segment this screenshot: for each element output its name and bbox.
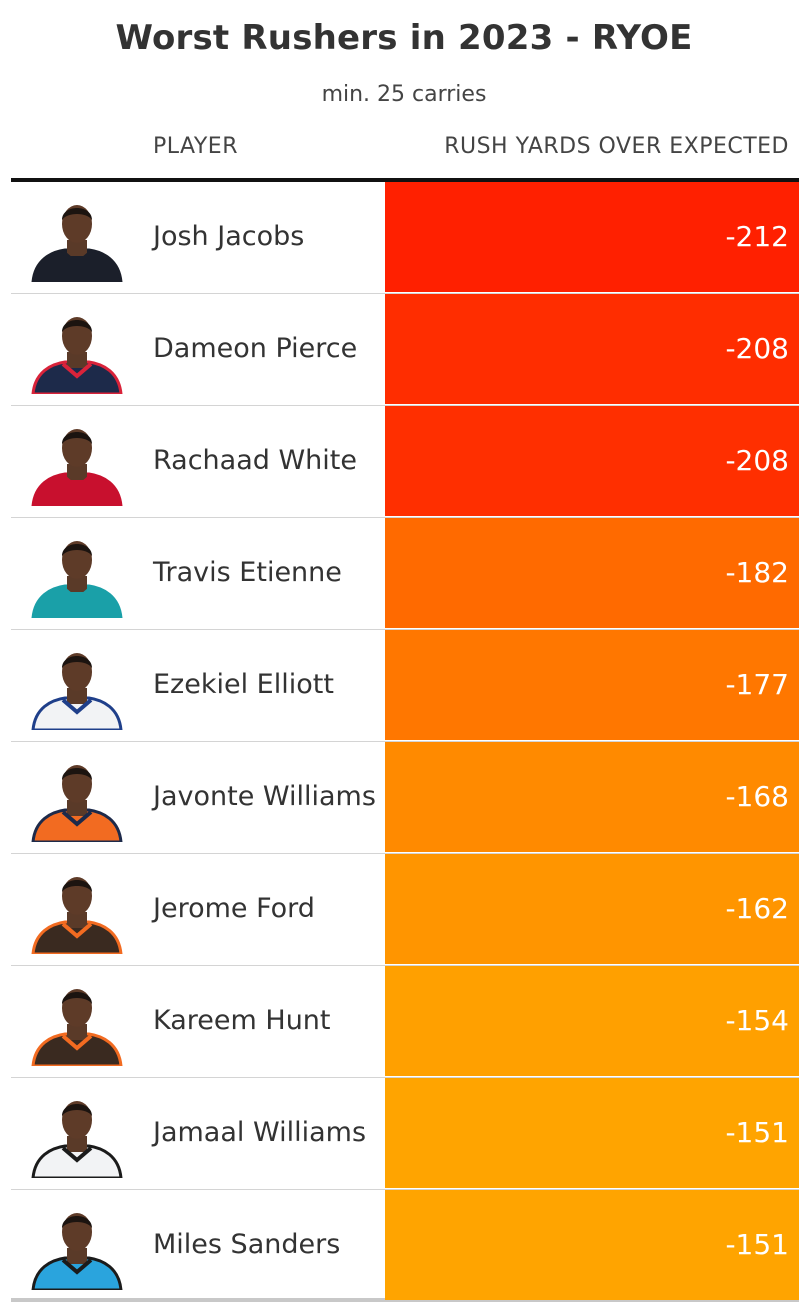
ryoe-value: -154 xyxy=(725,1004,789,1037)
ryoe-cell: -151 xyxy=(385,1078,799,1188)
player-headshot xyxy=(29,530,125,620)
table-row: Ezekiel Elliott -177 xyxy=(11,630,799,742)
ryoe-value: -177 xyxy=(725,668,789,701)
ryoe-cell: -162 xyxy=(385,854,799,964)
ryoe-value: -168 xyxy=(725,780,789,813)
ryoe-cell: -154 xyxy=(385,966,799,1076)
person-icon xyxy=(31,317,123,396)
table-row: Kareem Hunt -154 xyxy=(11,966,799,1078)
chart-title: Worst Rushers in 2023 - RYOE xyxy=(115,18,693,58)
player-name: Miles Sanders xyxy=(153,1229,341,1260)
person-icon xyxy=(31,765,123,844)
chart-subtitle: min. 25 carries xyxy=(321,82,487,107)
player-name: Josh Jacobs xyxy=(153,221,305,252)
player-name: Kareem Hunt xyxy=(153,1005,331,1036)
table-row: Josh Jacobs -212 xyxy=(11,182,799,294)
player-name: Dameon Pierce xyxy=(153,333,358,364)
table-row: Rachaad White -208 xyxy=(11,406,799,518)
player-headshot xyxy=(29,1202,125,1292)
person-icon xyxy=(31,1101,123,1180)
column-header-player[interactable]: PLAYER xyxy=(153,134,238,159)
player-headshot xyxy=(29,754,125,844)
table-row: Javonte Williams -168 xyxy=(11,742,799,854)
player-name: Jamaal Williams xyxy=(153,1117,367,1148)
ryoe-cell: -182 xyxy=(385,518,799,628)
ryoe-cell: -168 xyxy=(385,742,799,852)
player-headshot xyxy=(29,194,125,284)
ryoe-value: -182 xyxy=(725,556,789,589)
person-icon xyxy=(31,541,123,620)
player-headshot xyxy=(29,978,125,1068)
person-icon xyxy=(31,653,123,732)
ryoe-cell: -151 xyxy=(385,1190,799,1300)
person-icon xyxy=(31,205,123,284)
player-name: Javonte Williams xyxy=(153,781,376,812)
player-name: Jerome Ford xyxy=(153,893,315,924)
ryoe-value: -162 xyxy=(725,892,789,925)
ryoe-cell: -208 xyxy=(385,406,799,516)
player-headshot xyxy=(29,306,125,396)
person-icon xyxy=(31,1213,123,1292)
player-headshot xyxy=(29,866,125,956)
ryoe-value: -212 xyxy=(725,220,789,253)
ryoe-value: -208 xyxy=(725,332,789,365)
player-headshot xyxy=(29,1090,125,1180)
ryoe-table: Josh Jacobs -212 Dameon Pierce -208 Rachaad … xyxy=(11,182,799,1302)
ryoe-cell: -208 xyxy=(385,294,799,404)
player-name: Travis Etienne xyxy=(153,557,342,588)
table-row: Dameon Pierce -208 xyxy=(11,294,799,406)
table-row: Miles Sanders -151 xyxy=(11,1190,799,1302)
player-name: Ezekiel Elliott xyxy=(153,669,334,700)
person-icon xyxy=(31,429,123,508)
table-row: Jerome Ford -162 xyxy=(11,854,799,966)
player-name: Rachaad White xyxy=(153,445,357,476)
ryoe-cell: -177 xyxy=(385,630,799,740)
column-header-ryoe[interactable]: RUSH YARDS OVER EXPECTED xyxy=(444,134,789,159)
header-divider xyxy=(11,178,799,182)
ryoe-value: -151 xyxy=(725,1228,789,1261)
ryoe-value: -208 xyxy=(725,444,789,477)
ryoe-value: -151 xyxy=(725,1116,789,1149)
person-icon xyxy=(31,989,123,1068)
ryoe-cell: -212 xyxy=(385,182,799,292)
table-row: Jamaal Williams -151 xyxy=(11,1078,799,1190)
table-row: Travis Etienne -182 xyxy=(11,518,799,630)
player-headshot xyxy=(29,418,125,508)
player-headshot xyxy=(29,642,125,732)
person-icon xyxy=(31,877,123,956)
